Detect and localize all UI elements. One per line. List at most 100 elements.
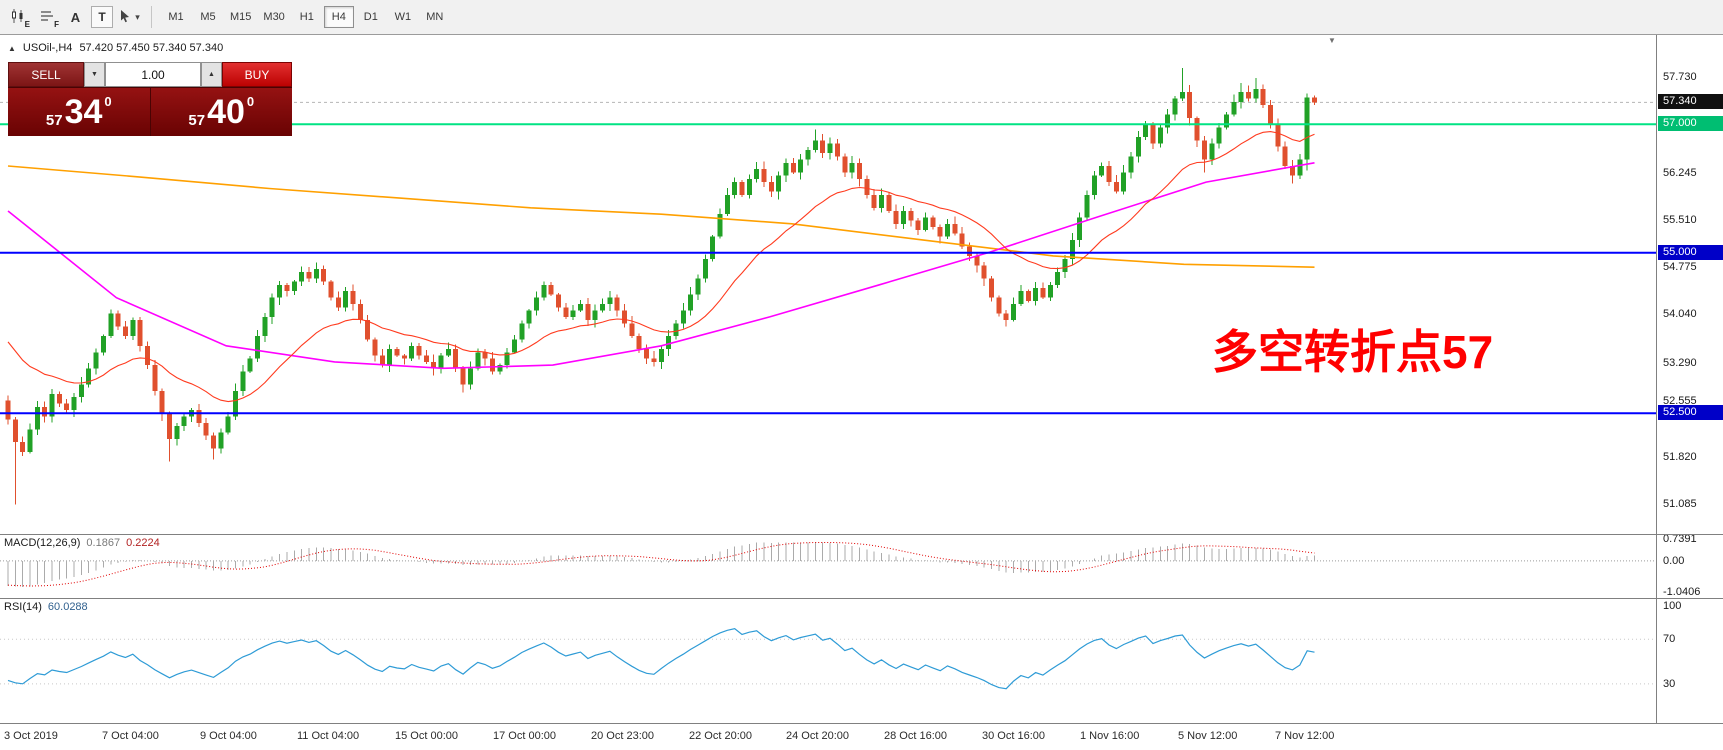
time-axis-label: 5 Nov 12:00 bbox=[1178, 730, 1238, 742]
rsi-scale-tick: 70 bbox=[1663, 633, 1676, 645]
buy-price-pipette: 0 bbox=[246, 94, 255, 109]
panel-splitter[interactable] bbox=[0, 598, 1723, 599]
macd-chart[interactable] bbox=[0, 535, 1656, 598]
timeframe-button-w1[interactable]: W1 bbox=[394, 11, 412, 23]
time-axis-label: 7 Oct 04:00 bbox=[102, 730, 159, 742]
volume-increase-button[interactable]: ▲ bbox=[201, 62, 222, 87]
text-label-tool-button[interactable]: T bbox=[91, 6, 113, 28]
rsi-chart[interactable] bbox=[0, 599, 1656, 723]
time-axis-label: 3 Oct 2019 bbox=[4, 730, 58, 742]
time-axis-label: 7 Nov 12:00 bbox=[1275, 730, 1335, 742]
chevron-down-icon: ▼ bbox=[91, 71, 98, 78]
trade-controls-row: SELL ▼ ▲ BUY bbox=[8, 62, 292, 87]
time-axis-label: 17 Oct 00:00 bbox=[493, 730, 556, 742]
price-scale-tick: 55.510 bbox=[1663, 214, 1697, 226]
profile-tool-button[interactable]: F bbox=[33, 4, 60, 30]
price-scale-tick: 56.245 bbox=[1663, 167, 1697, 179]
tool-sub-label: E bbox=[24, 20, 30, 29]
time-axis[interactable]: 3 Oct 2019 7 Oct 04:00 9 Oct 04:00 11 Oct 0… bbox=[0, 724, 1723, 750]
price-chart[interactable] bbox=[0, 35, 1656, 534]
panel-splitter[interactable] bbox=[0, 723, 1723, 724]
macd-signal-value: 0.2224 bbox=[126, 537, 160, 549]
cursor-tool-button[interactable]: ▾ bbox=[115, 4, 142, 30]
one-click-trading-panel: SELL ▼ ▲ BUY 57 34 0 57 40 0 bbox=[8, 62, 292, 136]
timeframe-button-m5[interactable]: M5 bbox=[200, 11, 216, 23]
chart-workspace: ▼ ▲ USOil-,H4 57.420 57.450 57.340 57.34… bbox=[0, 35, 1723, 750]
toolbar: E F A T ▾ M1 M5 M15 M30 H1 H4 D1 W1 MN bbox=[0, 0, 1723, 35]
price-line-label: 57.000 bbox=[1658, 116, 1723, 131]
sell-price-pipette: 0 bbox=[104, 94, 112, 109]
symbol-period-label: USOil-,H4 bbox=[22, 42, 73, 54]
text-tool-button[interactable]: A bbox=[70, 9, 81, 25]
volume-decrease-button[interactable]: ▼ bbox=[84, 62, 105, 87]
macd-scale-tick: -1.0406 bbox=[1663, 586, 1701, 598]
list-icon bbox=[39, 8, 55, 27]
buy-price-int: 57 bbox=[188, 112, 206, 129]
sell-price-int: 57 bbox=[45, 112, 63, 129]
chevron-up-icon: ▲ bbox=[208, 71, 215, 78]
timeframe-button-h1[interactable]: H1 bbox=[299, 11, 314, 23]
price-line-label: 57.340 bbox=[1658, 94, 1723, 109]
time-axis-label: 9 Oct 04:00 bbox=[200, 730, 257, 742]
rsi-label: RSI(14) 60.0288 bbox=[4, 601, 88, 613]
toolbar-separator bbox=[151, 6, 152, 28]
timeframe-button-d1[interactable]: D1 bbox=[363, 11, 378, 23]
time-axis-label: 15 Oct 00:00 bbox=[395, 730, 458, 742]
time-axis-label: 28 Oct 16:00 bbox=[884, 730, 947, 742]
rsi-panel[interactable]: RSI(14) 60.0288 bbox=[0, 599, 1656, 723]
rsi-scale-tick: 30 bbox=[1663, 678, 1676, 690]
price-scale-tick: 52.555 bbox=[1663, 395, 1697, 407]
price-line-label: 52.500 bbox=[1658, 405, 1723, 420]
chart-shift-marker[interactable]: ▼ bbox=[1328, 36, 1336, 45]
ohlc-values: 57.420 57.450 57.340 57.340 bbox=[79, 42, 224, 54]
time-axis-label: 30 Oct 16:00 bbox=[982, 730, 1045, 742]
price-scale-tick: 51.085 bbox=[1663, 498, 1697, 510]
sell-price-pips: 34 bbox=[64, 93, 103, 131]
time-axis-label: 24 Oct 20:00 bbox=[786, 730, 849, 742]
rsi-value: 60.0288 bbox=[47, 601, 88, 613]
price-scale[interactable]: 57.730 56.245 55.510 54.775 54.040 53.290 52.5… bbox=[1656, 35, 1723, 724]
time-axis-label: 11 Oct 04:00 bbox=[297, 730, 360, 742]
price-scale-tick: 51.820 bbox=[1663, 451, 1697, 463]
time-axis-label: 22 Oct 20:00 bbox=[689, 730, 752, 742]
price-chart-panel[interactable]: ▼ ▲ USOil-,H4 57.420 57.450 57.340 57.34… bbox=[0, 35, 1656, 534]
time-axis-label: 20 Oct 23:00 bbox=[591, 730, 654, 742]
timeframe-group: M1 M5 M15 M30 H1 H4 D1 W1 MN bbox=[161, 6, 450, 28]
price-scale-tick: 54.775 bbox=[1663, 261, 1697, 273]
timeframe-button-mn[interactable]: MN bbox=[426, 11, 444, 23]
chart-header: ▲ USOil-,H4 57.420 57.450 57.340 57.340 bbox=[8, 42, 223, 54]
chart-text-annotation[interactable]: 多空转折点57 bbox=[1212, 326, 1494, 378]
price-scale-tick: 54.040 bbox=[1663, 308, 1697, 320]
one-click-collapse-icon[interactable]: ▲ bbox=[8, 43, 16, 53]
rsi-scale-tick: 100 bbox=[1663, 600, 1682, 612]
trade-prices-row: 57 34 0 57 40 0 bbox=[8, 88, 292, 136]
panel-splitter[interactable] bbox=[0, 534, 1723, 535]
sell-price-display[interactable]: 57 34 0 bbox=[8, 88, 150, 136]
candle-chart-tool-button[interactable]: E bbox=[4, 4, 31, 30]
time-axis-label: 1 Nov 16:00 bbox=[1080, 730, 1140, 742]
macd-name: MACD(12,26,9) bbox=[4, 537, 81, 549]
pointer-icon bbox=[117, 8, 133, 27]
candlestick-icon bbox=[10, 8, 26, 27]
timeframe-button-m1[interactable]: M1 bbox=[168, 11, 184, 23]
timeframe-button-m15[interactable]: M15 bbox=[230, 11, 252, 23]
price-scale-tick: 57.730 bbox=[1663, 71, 1697, 83]
buy-price-pips: 40 bbox=[207, 93, 245, 131]
buy-price-display[interactable]: 57 40 0 bbox=[150, 88, 292, 136]
macd-scale-tick: 0.7391 bbox=[1663, 533, 1697, 545]
sell-button[interactable]: SELL bbox=[8, 62, 84, 87]
buy-button[interactable]: BUY bbox=[222, 62, 292, 87]
timeframe-button-h4[interactable]: H4 bbox=[323, 6, 354, 28]
chevron-down-icon: ▾ bbox=[135, 11, 140, 22]
rsi-name: RSI(14) bbox=[4, 601, 42, 613]
macd-label: MACD(12,26,9) 0.1867 0.2224 bbox=[4, 537, 160, 549]
price-line-label: 55.000 bbox=[1658, 245, 1723, 260]
tool-sub-label: F bbox=[54, 20, 59, 29]
macd-scale-tick: 0.00 bbox=[1663, 555, 1685, 567]
macd-panel[interactable]: MACD(12,26,9) 0.1867 0.2224 bbox=[0, 535, 1656, 598]
timeframe-button-m30[interactable]: M30 bbox=[263, 11, 285, 23]
price-scale-tick: 53.290 bbox=[1663, 357, 1697, 369]
volume-input[interactable] bbox=[105, 62, 201, 87]
macd-main-value: 0.1867 bbox=[86, 537, 121, 549]
